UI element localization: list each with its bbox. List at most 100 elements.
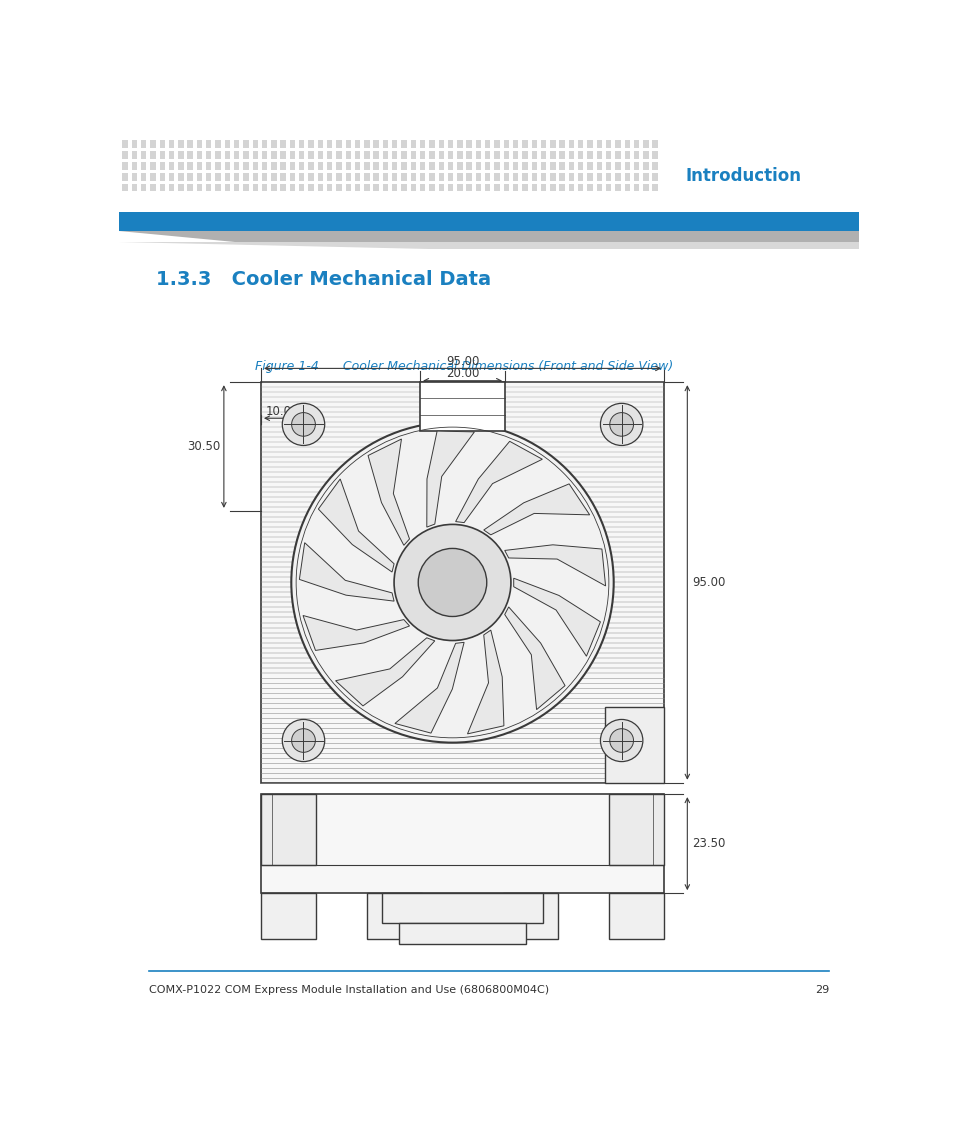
Polygon shape (303, 616, 409, 650)
Bar (608, 893, 663, 939)
Bar (243, 163, 249, 169)
Bar (261, 382, 663, 783)
Bar (615, 183, 620, 191)
Bar (494, 151, 499, 159)
Bar (587, 163, 592, 169)
Bar (141, 183, 146, 191)
Polygon shape (395, 642, 464, 733)
Bar (261, 163, 267, 169)
Bar (608, 795, 663, 866)
Bar (521, 163, 527, 169)
Bar (540, 163, 546, 169)
Bar (447, 173, 453, 181)
Bar (253, 183, 257, 191)
Bar (578, 183, 583, 191)
Circle shape (609, 412, 633, 436)
Bar (253, 173, 257, 181)
Bar (392, 141, 397, 148)
Bar (345, 163, 351, 169)
Bar (642, 151, 648, 159)
Bar (456, 173, 462, 181)
Polygon shape (483, 484, 589, 535)
Bar (550, 151, 555, 159)
Text: 95.00: 95.00 (445, 355, 478, 368)
Bar (364, 151, 369, 159)
Circle shape (394, 524, 511, 640)
Bar (280, 163, 286, 169)
Bar (187, 163, 193, 169)
Bar (642, 163, 648, 169)
Bar (605, 141, 611, 148)
Bar (243, 183, 249, 191)
Circle shape (282, 719, 324, 761)
Bar (429, 141, 435, 148)
Bar (568, 183, 574, 191)
Bar (558, 141, 564, 148)
Bar (243, 173, 249, 181)
Bar (568, 141, 574, 148)
Circle shape (417, 548, 486, 616)
Text: 1.3.3   Cooler Mechanical Data: 1.3.3 Cooler Mechanical Data (156, 269, 491, 289)
Bar (233, 151, 239, 159)
Bar (633, 163, 639, 169)
Bar (494, 141, 499, 148)
Bar (513, 183, 517, 191)
Bar (355, 173, 360, 181)
Bar (466, 151, 472, 159)
Bar (503, 163, 509, 169)
Bar (290, 183, 294, 191)
Circle shape (599, 403, 642, 445)
Bar (206, 151, 212, 159)
Polygon shape (504, 545, 605, 586)
Bar (456, 163, 462, 169)
Bar (271, 151, 276, 159)
Bar (633, 141, 639, 148)
Bar (196, 183, 202, 191)
Bar (224, 173, 230, 181)
Bar (206, 173, 212, 181)
Bar (355, 151, 360, 159)
Bar (261, 893, 315, 939)
Bar (615, 163, 620, 169)
Bar (605, 183, 611, 191)
Bar (381, 893, 542, 923)
Polygon shape (456, 441, 541, 522)
Bar (652, 173, 658, 181)
Bar (122, 151, 128, 159)
Bar (642, 173, 648, 181)
Bar (503, 151, 509, 159)
Bar (150, 163, 155, 169)
Bar (159, 163, 165, 169)
Bar (382, 163, 388, 169)
Bar (327, 141, 332, 148)
Bar (392, 151, 397, 159)
Bar (558, 173, 564, 181)
Bar (169, 183, 174, 191)
Bar (308, 141, 314, 148)
Bar (550, 183, 555, 191)
Bar (419, 141, 425, 148)
Bar (159, 183, 165, 191)
Bar (419, 382, 504, 431)
Bar (280, 183, 286, 191)
Bar (261, 141, 267, 148)
Bar (558, 151, 564, 159)
Bar (466, 183, 472, 191)
Bar (540, 173, 546, 181)
Bar (605, 151, 611, 159)
Bar (484, 163, 490, 169)
Bar (558, 163, 564, 169)
Bar (261, 795, 315, 866)
Bar (484, 141, 490, 148)
Bar (215, 173, 220, 181)
Bar (224, 151, 230, 159)
Bar (615, 141, 620, 148)
Bar (596, 141, 601, 148)
Bar (456, 151, 462, 159)
Bar (401, 183, 406, 191)
Polygon shape (119, 231, 858, 242)
Bar (298, 163, 304, 169)
Bar (178, 163, 183, 169)
Bar (578, 173, 583, 181)
Bar (132, 151, 137, 159)
